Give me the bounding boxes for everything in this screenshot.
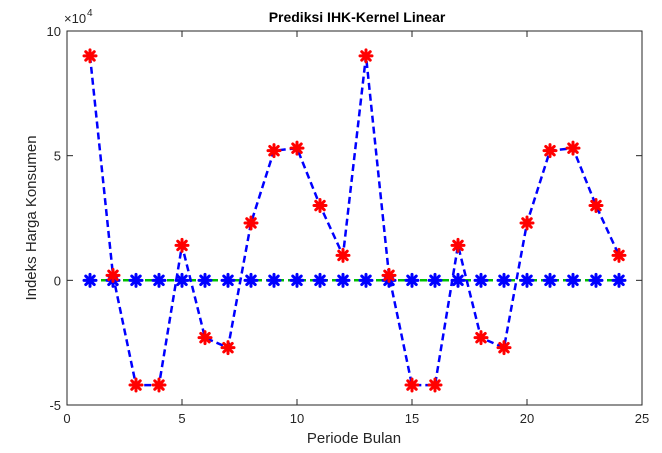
data-point	[473, 330, 489, 346]
y-tick-label: -5	[49, 398, 61, 413]
x-tick-label: 5	[178, 411, 185, 426]
data-point	[220, 272, 236, 288]
data-point	[611, 247, 627, 263]
data-point	[335, 247, 351, 263]
x-tick-label: 0	[63, 411, 70, 426]
y-tick-label: 5	[54, 149, 61, 164]
y-exponent-base: ×10	[64, 11, 86, 26]
data-point	[174, 237, 190, 253]
x-tick-label: 10	[290, 411, 304, 426]
series-layer	[82, 48, 627, 393]
data-point	[519, 272, 535, 288]
data-point	[588, 272, 604, 288]
y-axis-label: Indeks Harga Konsumen	[23, 135, 40, 300]
data-point	[243, 215, 259, 231]
data-point	[128, 272, 144, 288]
data-point	[358, 272, 374, 288]
x-axis-label: Periode Bulan	[307, 430, 401, 447]
data-point	[105, 267, 121, 283]
data-point	[335, 272, 351, 288]
series-line	[88, 55, 621, 387]
data-point	[82, 272, 98, 288]
data-point	[243, 272, 259, 288]
data-point	[151, 272, 167, 288]
data-point	[312, 272, 328, 288]
data-point	[197, 272, 213, 288]
x-tick-label: 25	[635, 411, 649, 426]
data-point	[266, 272, 282, 288]
y-exponent-label: ×10 4	[64, 8, 93, 26]
data-point	[174, 272, 190, 288]
x-tick-label: 20	[520, 411, 534, 426]
data-point	[220, 340, 236, 356]
data-point	[565, 140, 581, 156]
data-point	[266, 143, 282, 159]
plot-area	[66, 30, 643, 406]
data-point	[427, 272, 443, 288]
data-point	[519, 215, 535, 231]
data-point	[381, 267, 397, 283]
data-point	[450, 237, 466, 253]
data-point	[542, 143, 558, 159]
data-point	[404, 377, 420, 393]
data-point	[358, 48, 374, 64]
data-point	[588, 198, 604, 214]
data-point	[542, 272, 558, 288]
y-exponent-power: 4	[87, 8, 93, 19]
data-point	[312, 198, 328, 214]
data-point	[289, 272, 305, 288]
x-tick-label: 15	[405, 411, 419, 426]
data-point	[197, 330, 213, 346]
data-point	[151, 377, 167, 393]
y-tick-label: 10	[47, 24, 61, 39]
y-tick-label: 0	[54, 273, 61, 288]
data-point	[611, 272, 627, 288]
data-point	[473, 272, 489, 288]
data-point	[496, 340, 512, 356]
data-point	[496, 272, 512, 288]
data-point	[82, 48, 98, 64]
data-point	[450, 272, 466, 288]
data-point	[565, 272, 581, 288]
data-point	[427, 377, 443, 393]
chart-title: Prediksi IHK-Kernel Linear	[269, 9, 446, 25]
data-point	[128, 377, 144, 393]
data-point	[404, 272, 420, 288]
data-point	[289, 140, 305, 156]
